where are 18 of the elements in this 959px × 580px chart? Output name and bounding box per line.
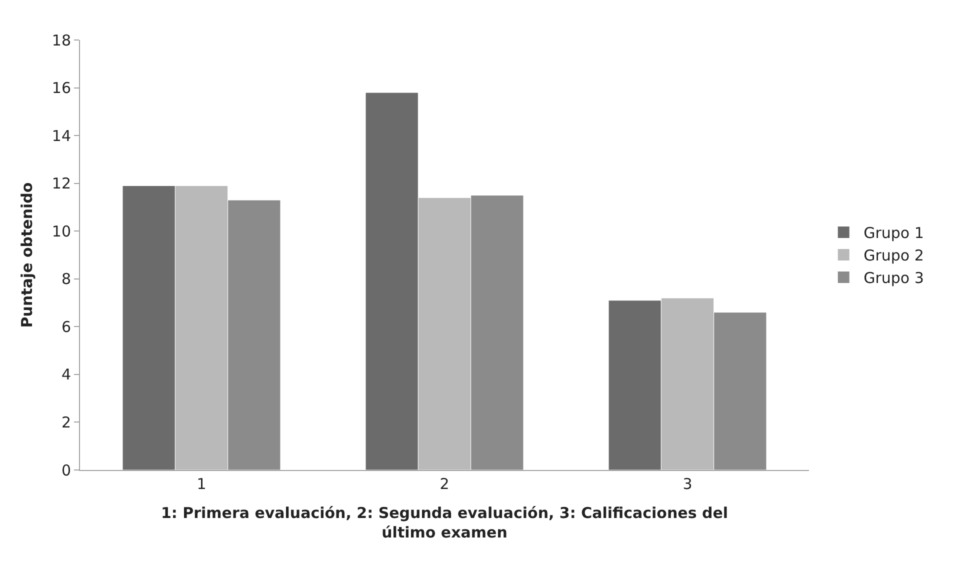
legend-label: Grupo 2 — [864, 246, 924, 265]
y-tick-label: 8 — [61, 270, 71, 288]
x-tick-label: 1 — [196, 475, 206, 493]
y-tick-label: 0 — [61, 461, 71, 480]
x-axis-title: 1: Primera evaluación, 2: Segunda evaluación, 3: Calificaciones del último examen — [160, 504, 728, 542]
legend-label: Grupo 1 — [864, 224, 924, 242]
y-tick-label: 6 — [61, 318, 71, 336]
y-tick-label: 16 — [52, 79, 71, 98]
y-tick-label: 4 — [61, 366, 71, 384]
y-tick-label: 18 — [52, 31, 71, 50]
x-tick-label: 2 — [440, 475, 450, 493]
y-tick-label: 10 — [52, 222, 71, 240]
y-tick-label: 14 — [52, 126, 71, 145]
y-tick-label: 2 — [61, 413, 71, 432]
y-axis-title: Puntaje obtenido — [18, 182, 36, 328]
legend-label: Grupo 3 — [864, 269, 924, 288]
y-tick-label: 12 — [52, 174, 71, 193]
x-tick-label: 3 — [682, 475, 692, 493]
